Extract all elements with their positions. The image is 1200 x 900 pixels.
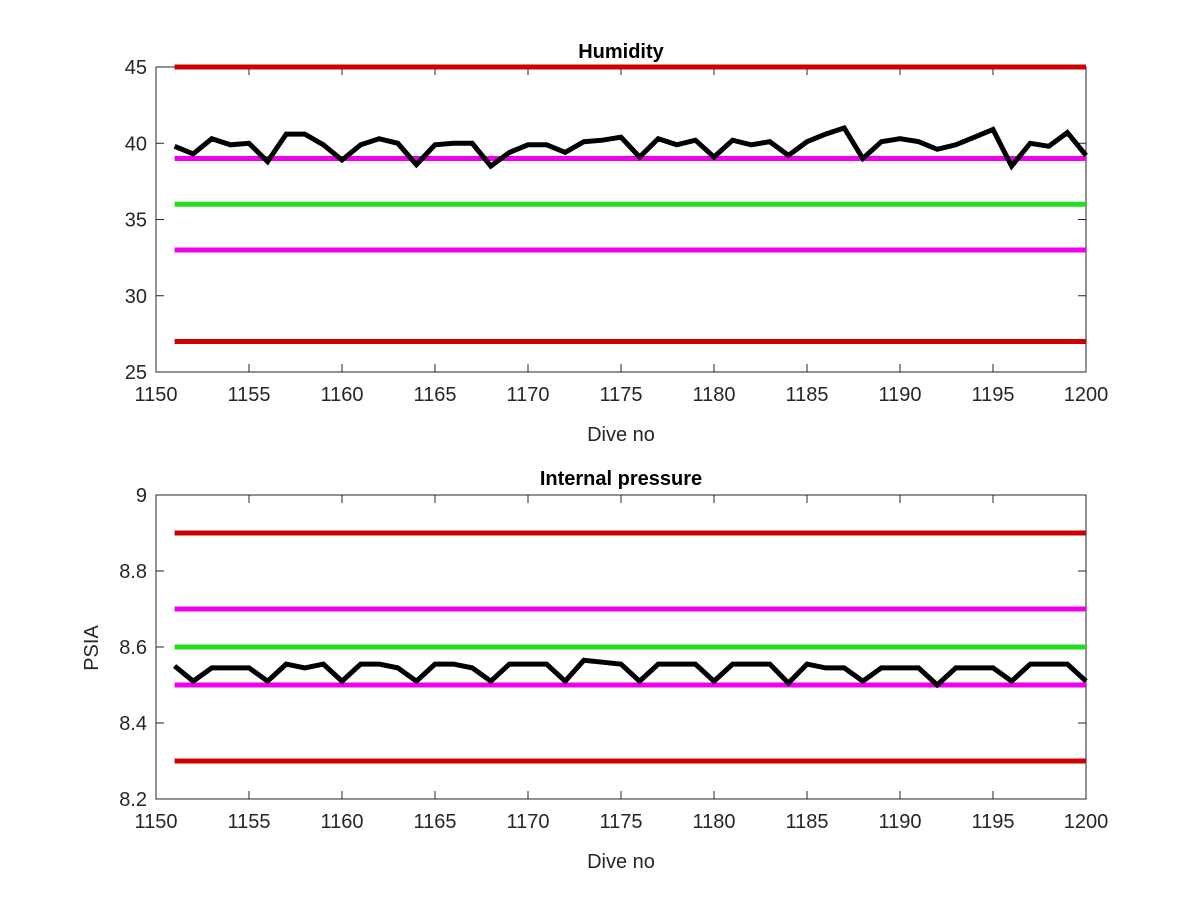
humidity-ytick-label: 40 bbox=[125, 133, 147, 155]
humidity-ytick-label: 45 bbox=[125, 57, 147, 79]
internal-pressure-plot: Internal pressure Dive no PSIA 1150 1155 1… bbox=[81, 468, 1108, 873]
internal-pressure-xlabel: Dive no bbox=[587, 851, 655, 873]
humidity-series-line bbox=[173, 125, 1088, 171]
humidity-title: Humidity bbox=[578, 41, 664, 63]
internal-pressure-xtick-label: 1175 bbox=[599, 811, 642, 833]
humidity-xtick-label: 1175 bbox=[599, 384, 642, 406]
humidity-xtick-label: 1185 bbox=[785, 384, 828, 406]
humidity-xtick-label: 1155 bbox=[227, 384, 270, 406]
internal-pressure-ytick-label: 8.2 bbox=[119, 789, 147, 811]
internal-pressure-xtick-label: 1180 bbox=[692, 811, 735, 833]
internal-pressure-xtick-label: 1200 bbox=[1064, 811, 1109, 833]
internal-pressure-ytick-label: 9 bbox=[136, 485, 147, 507]
internal-pressure-xtick-label: 1160 bbox=[320, 811, 363, 833]
humidity-ytick-label: 25 bbox=[125, 362, 147, 384]
humidity-ytick-label: 30 bbox=[125, 286, 147, 308]
internal-pressure-ylabel: PSIA bbox=[81, 625, 103, 671]
humidity-xtick-label: 1150 bbox=[134, 384, 177, 406]
humidity-ytick-label: 35 bbox=[125, 210, 147, 232]
internal-pressure-xtick-label: 1150 bbox=[134, 811, 177, 833]
humidity-xtick-label: 1195 bbox=[971, 384, 1014, 406]
internal-pressure-xtick-label: 1155 bbox=[227, 811, 270, 833]
internal-pressure-xtick-label: 1190 bbox=[878, 811, 921, 833]
internal-pressure-xtick-label: 1165 bbox=[413, 811, 456, 833]
humidity-xlabel: Dive no bbox=[587, 424, 655, 446]
internal-pressure-title: Internal pressure bbox=[540, 468, 702, 490]
internal-pressure-xtick-label: 1195 bbox=[971, 811, 1014, 833]
humidity-plot: Humidity Dive no 1150 1155 1160 1165 1170 117… bbox=[125, 41, 1109, 446]
humidity-xtick-label: 1160 bbox=[320, 384, 363, 406]
internal-pressure-ytick-label: 8.4 bbox=[119, 713, 147, 735]
internal-pressure-xtick-label: 1185 bbox=[785, 811, 828, 833]
internal-pressure-ytick-label: 8.6 bbox=[119, 637, 147, 659]
humidity-xtick-label: 1170 bbox=[506, 384, 549, 406]
internal-pressure-xtick-label: 1170 bbox=[506, 811, 549, 833]
internal-pressure-series-line bbox=[173, 657, 1088, 689]
humidity-xtick-label: 1180 bbox=[692, 384, 735, 406]
internal-pressure-ytick-label: 8.8 bbox=[119, 561, 147, 583]
humidity-xtick-label: 1200 bbox=[1064, 384, 1109, 406]
humidity-xtick-label: 1190 bbox=[878, 384, 921, 406]
humidity-xtick-label: 1165 bbox=[413, 384, 456, 406]
